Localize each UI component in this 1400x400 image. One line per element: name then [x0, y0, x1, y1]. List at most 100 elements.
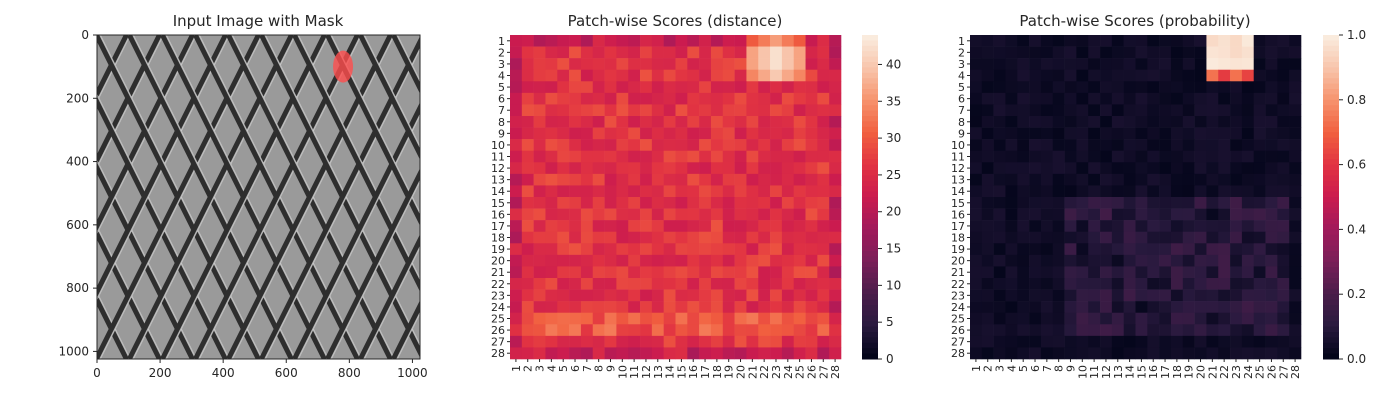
heatmap-cell — [981, 243, 994, 256]
colorbar-segment — [862, 99, 878, 106]
heatmap-cell — [1100, 58, 1113, 71]
heatmap-cell — [1088, 58, 1101, 71]
heatmap-cell — [1064, 231, 1077, 244]
heatmap-cell — [781, 81, 795, 94]
heatmap-cell — [1005, 139, 1018, 152]
heatmap-cell — [1182, 58, 1195, 71]
heatmap-cell — [651, 104, 664, 117]
heatmap-cell — [510, 92, 523, 105]
colorbar-segment — [862, 288, 878, 295]
heatmap-cell — [1194, 185, 1207, 198]
heatmap-cell — [758, 278, 771, 290]
heatmap-cell — [781, 324, 795, 337]
heatmap-cell — [604, 46, 617, 59]
heatmap-cell — [1029, 116, 1042, 128]
heatmap-cell — [1182, 347, 1195, 360]
heatmap-cell — [1029, 139, 1042, 152]
heatmap-cell — [640, 243, 653, 256]
heatmap-cell — [521, 231, 534, 244]
heatmap-cell — [1289, 92, 1302, 105]
heatmap-cell — [746, 116, 759, 128]
colorbar-tick-label: 30 — [886, 131, 901, 145]
heatmap-cell — [521, 92, 534, 105]
heatmap-cell — [687, 312, 700, 325]
heatmap-cell — [781, 231, 795, 244]
heatmap-cell — [557, 185, 570, 198]
heatmap-cell — [817, 347, 830, 360]
heatmap-cell — [1277, 162, 1290, 175]
heatmap-cell — [1159, 92, 1172, 105]
colorbar-segment — [862, 62, 878, 68]
heatmap-cell — [993, 231, 1006, 244]
heatmap-cell — [981, 35, 994, 47]
colorbar-segment — [1323, 62, 1339, 68]
heatmap-cell — [1052, 150, 1065, 163]
heatmap-cell — [1123, 185, 1136, 198]
col-tick-label: 13 — [1112, 365, 1125, 379]
heatmap-cell — [1265, 266, 1278, 279]
heatmap-cell — [580, 46, 594, 59]
heatmap-cell — [1170, 185, 1184, 198]
heatmap-cell — [1218, 231, 1231, 244]
heatmap-cell — [1100, 69, 1113, 82]
heatmap-cell — [1265, 254, 1278, 267]
heatmap-cell — [1218, 208, 1231, 221]
heatmap-cell — [545, 335, 558, 348]
heatmap-cell — [569, 162, 582, 175]
heatmap-cell — [817, 208, 830, 221]
row-tick-label: 1 — [498, 35, 505, 48]
heatmap-cell — [1241, 301, 1255, 314]
heatmap-cell — [1017, 162, 1030, 175]
heatmap-cell — [521, 220, 534, 233]
heatmap-cell — [805, 301, 818, 314]
y-tick-label: 200 — [66, 91, 89, 105]
heatmap-cell — [981, 266, 994, 279]
heatmap-cell — [770, 301, 783, 314]
heatmap-cell — [592, 69, 605, 82]
heatmap-cell — [533, 58, 546, 71]
heatmap-cell — [734, 173, 747, 186]
row-tick-label: 27 — [951, 336, 965, 349]
probability-heatmap — [970, 35, 1302, 360]
heatmap-cell — [993, 208, 1006, 221]
heatmap-cell — [1029, 243, 1042, 256]
heatmap-cell — [1017, 254, 1030, 267]
heatmap-cell — [1230, 243, 1243, 256]
heatmap-cell — [663, 185, 676, 198]
heatmap-cell — [687, 220, 700, 233]
colorbar-segment — [862, 321, 878, 328]
heatmap-cell — [746, 185, 759, 198]
heatmap-cell — [758, 81, 771, 94]
row-tick-label: 10 — [951, 139, 965, 152]
heatmap-cell — [1029, 324, 1042, 337]
heatmap-cell — [1076, 35, 1089, 47]
heatmap-cell — [675, 127, 688, 140]
heatmap-cell — [1277, 243, 1290, 256]
heatmap-cell — [770, 185, 783, 198]
heatmap-cell — [770, 197, 783, 209]
heatmap-cell — [770, 46, 783, 59]
heatmap-cell — [1147, 266, 1160, 279]
col-tick-label: 15 — [675, 365, 688, 379]
heatmap-cell — [793, 254, 806, 267]
heatmap-cell — [640, 208, 653, 221]
heatmap-cell — [770, 173, 783, 186]
heatmap-cell — [1100, 162, 1113, 175]
heatmap-cell — [1277, 104, 1290, 117]
heatmap-cell — [1241, 243, 1255, 256]
heatmap-cell — [1277, 197, 1290, 209]
heatmap-cell — [1206, 208, 1219, 221]
heatmap-cell — [710, 104, 724, 117]
heatmap-cell — [758, 231, 771, 244]
heatmap-cell — [628, 162, 641, 175]
heatmap-cell — [533, 69, 546, 82]
mesh-strand — [97, 35, 130, 102]
heatmap-cell — [1182, 289, 1195, 302]
heatmap-cell — [616, 116, 629, 128]
heatmap-cell — [770, 69, 783, 82]
heatmap-cell — [1230, 69, 1243, 82]
heatmap-cell — [628, 58, 641, 71]
heatmap-cell — [545, 127, 558, 140]
heatmap-cell — [1265, 243, 1278, 256]
heatmap-cell — [1159, 278, 1172, 290]
